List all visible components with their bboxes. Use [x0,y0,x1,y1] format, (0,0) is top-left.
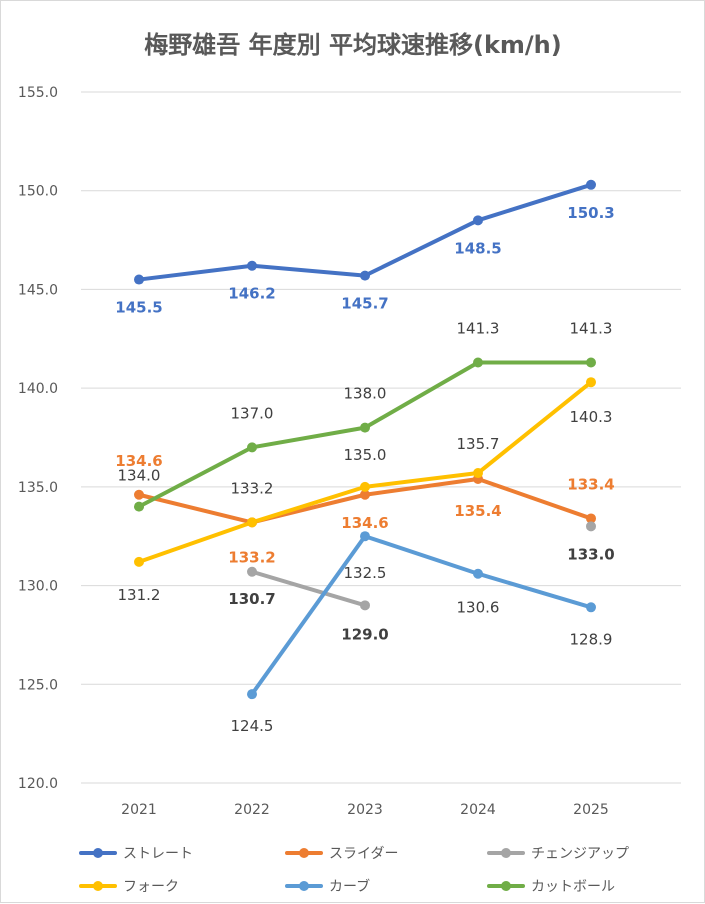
data-label: 130.7 [228,590,275,608]
data-label: 133.2 [231,479,274,497]
data-point [586,602,596,613]
data-point [473,215,483,226]
legend-label: ストレート [123,846,193,862]
y-axis: 120.0 125.0 130.0 135.0 140.0 145.0 150.0 155.0 [18,85,58,792]
data-label: 134.6 [341,514,388,532]
data-point [586,179,596,190]
data-label: 145.5 [115,299,162,317]
data-point [134,274,144,285]
data-label: 141.3 [457,319,500,337]
y-tick-label: 120.0 [18,776,58,792]
data-point [134,501,144,512]
legend-marker [501,848,511,858]
data-point [586,513,596,524]
data-label: 140.3 [570,408,613,426]
series-line-4 [250,534,593,697]
y-tick-label: 130.0 [18,579,58,595]
legend-marker [501,881,511,891]
data-label: 150.3 [567,204,614,222]
legend-label: スライダー [329,846,398,862]
legend-marker [299,848,309,858]
data-label: 131.2 [118,586,161,604]
data-point [360,481,370,492]
legend-label: カーブ [329,878,370,895]
data-point [247,517,257,528]
data-point [134,556,144,567]
data-label: 133.4 [567,475,614,493]
data-label: 135.0 [344,446,387,464]
data-point [360,422,370,433]
data-point [473,357,483,368]
x-tick-label: 2021 [121,802,157,818]
data-point [360,489,370,500]
data-label: 129.0 [341,625,388,643]
legend-marker [93,848,103,858]
legend-label: カットボール [531,879,615,895]
series-lines [137,182,593,697]
data-label: 148.5 [454,239,501,257]
y-tick-label: 150.0 [18,184,58,200]
data-label: 146.2 [228,285,275,303]
data-point [473,468,483,479]
data-label: 124.5 [231,717,274,735]
series-line-0 [137,182,593,282]
x-tick-label: 2024 [460,802,496,818]
data-point [247,689,257,700]
data-label: 133.2 [228,548,275,566]
data-label: 134.6 [115,452,162,470]
data-point [586,521,596,532]
x-tick-label: 2022 [234,802,270,818]
x-tick-label: 2025 [573,802,609,818]
data-label: 138.0 [344,385,387,403]
y-tick-label: 140.0 [18,381,58,397]
x-tick-label: 2023 [347,802,383,818]
data-label: 145.7 [341,295,388,313]
data-label: 128.9 [570,630,613,648]
data-label: 135.4 [454,502,501,520]
data-point [360,600,370,611]
data-label: 135.7 [457,435,500,453]
data-point [134,489,144,500]
y-tick-label: 135.0 [18,480,58,496]
data-label: 137.0 [231,404,274,422]
data-point [247,260,257,271]
data-point [586,377,596,388]
x-axis: 2021 2022 2023 2024 2025 [121,802,609,818]
legend-label: フォーク [123,879,179,895]
legend-marker [93,881,103,891]
y-tick-label: 125.0 [18,677,58,693]
data-point [360,531,370,542]
data-point [473,568,483,579]
data-label: 130.6 [457,599,500,617]
legend-label: チェンジアップ [531,846,629,862]
data-labels: 145.5 146.2 145.7 148.5 150.3 134.6 133.2 134.6… [115,204,614,735]
legend-marker [299,881,309,891]
data-label: 134.0 [118,467,161,485]
series-points [134,179,596,700]
data-label: 132.5 [344,564,387,582]
data-point [586,357,596,368]
data-point [360,270,370,281]
y-tick-label: 145.0 [18,282,58,298]
data-point [247,566,257,577]
data-label: 133.0 [567,545,614,563]
grid-lines [81,91,681,784]
chart-title: 梅野雄吾 年度別 平均球速推移(km/h) [144,31,561,59]
series-line-2 [250,569,367,608]
data-label: 141.3 [570,319,613,337]
y-tick-label: 155.0 [18,85,58,101]
data-point [247,442,257,453]
